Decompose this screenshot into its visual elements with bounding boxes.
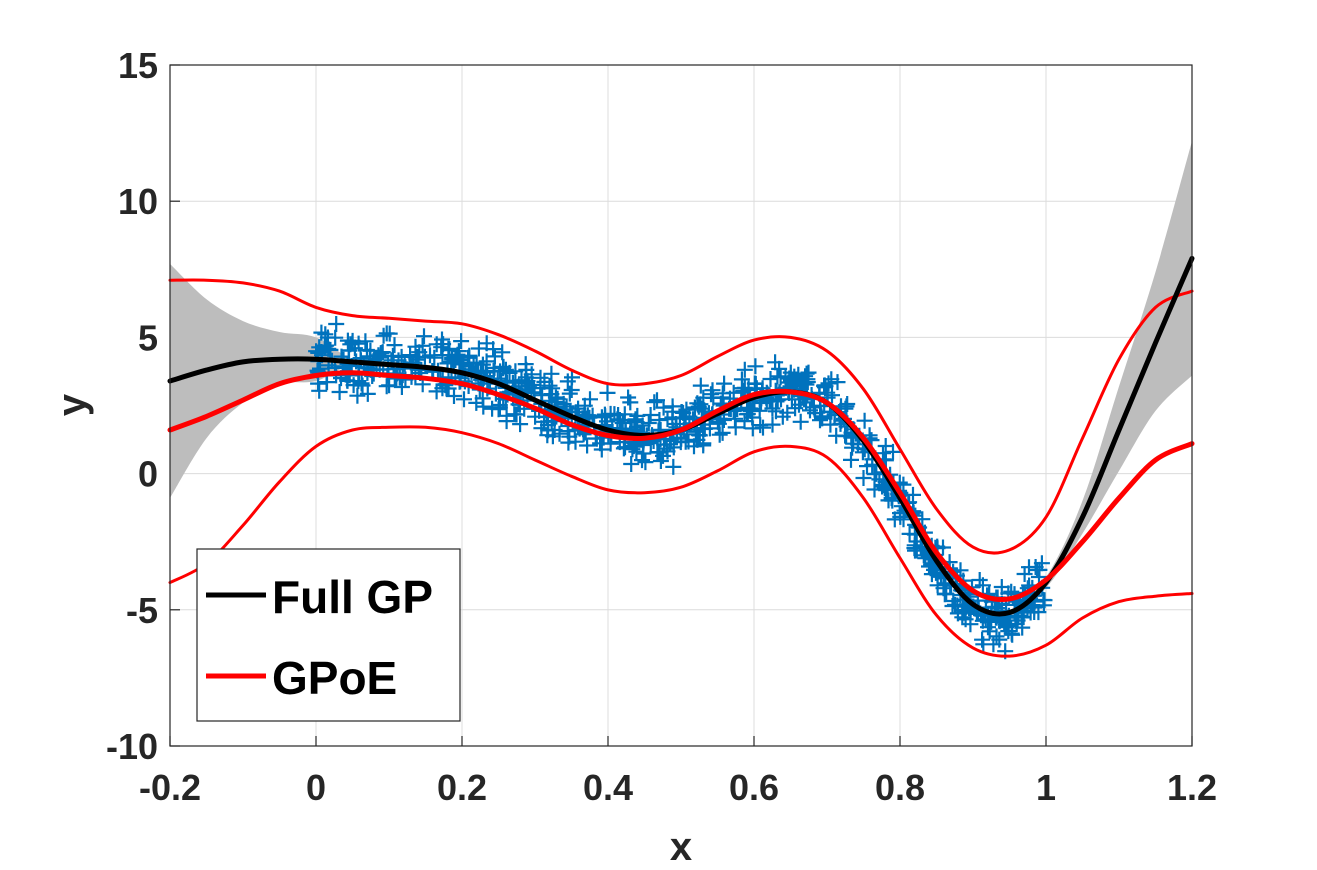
x-axis-label: x	[670, 825, 692, 869]
legend-box	[196, 548, 461, 722]
y-tick-label: -10	[106, 726, 158, 767]
series-lines	[167, 255, 1195, 658]
x-tick-label: 1	[1036, 767, 1056, 808]
x-tick-label: 0	[306, 767, 326, 808]
legend: Full GP GPoE	[196, 548, 461, 722]
x-tick-label: -0.2	[139, 767, 201, 808]
series-line-gpoe-lower-bound	[168, 425, 1194, 658]
full-gp-confidence-band	[170, 141, 1192, 617]
legend-label-gpoe: GPoE	[272, 652, 397, 704]
series-line-gpoe-upper-bound	[168, 278, 1194, 555]
x-tick-label: 1.2	[1167, 767, 1217, 808]
axes-box	[169, 64, 1193, 747]
confidence-band	[170, 141, 1192, 617]
x-tick-label: 0.4	[583, 767, 633, 808]
y-tick-label: 0	[138, 454, 158, 495]
x-tick-label: 0.6	[729, 767, 779, 808]
y-tick-label: -5	[126, 590, 158, 631]
y-axis-label: y	[50, 393, 94, 416]
x-tick-label: 0.8	[875, 767, 925, 808]
x-tick-label: 0.2	[437, 767, 487, 808]
legend-label-full-gp: Full GP	[272, 571, 433, 623]
y-tick-labels: -10 -5 0 5 10 15	[106, 45, 158, 767]
y-tick-label: 15	[118, 45, 158, 86]
series-line-gpoe	[167, 370, 1195, 602]
y-tick-label: 5	[138, 317, 158, 358]
x-tick-labels: -0.2 0 0.2 0.4 0.6 0.8 1 1.2	[139, 767, 1217, 808]
y-tick-label: 10	[118, 181, 158, 222]
